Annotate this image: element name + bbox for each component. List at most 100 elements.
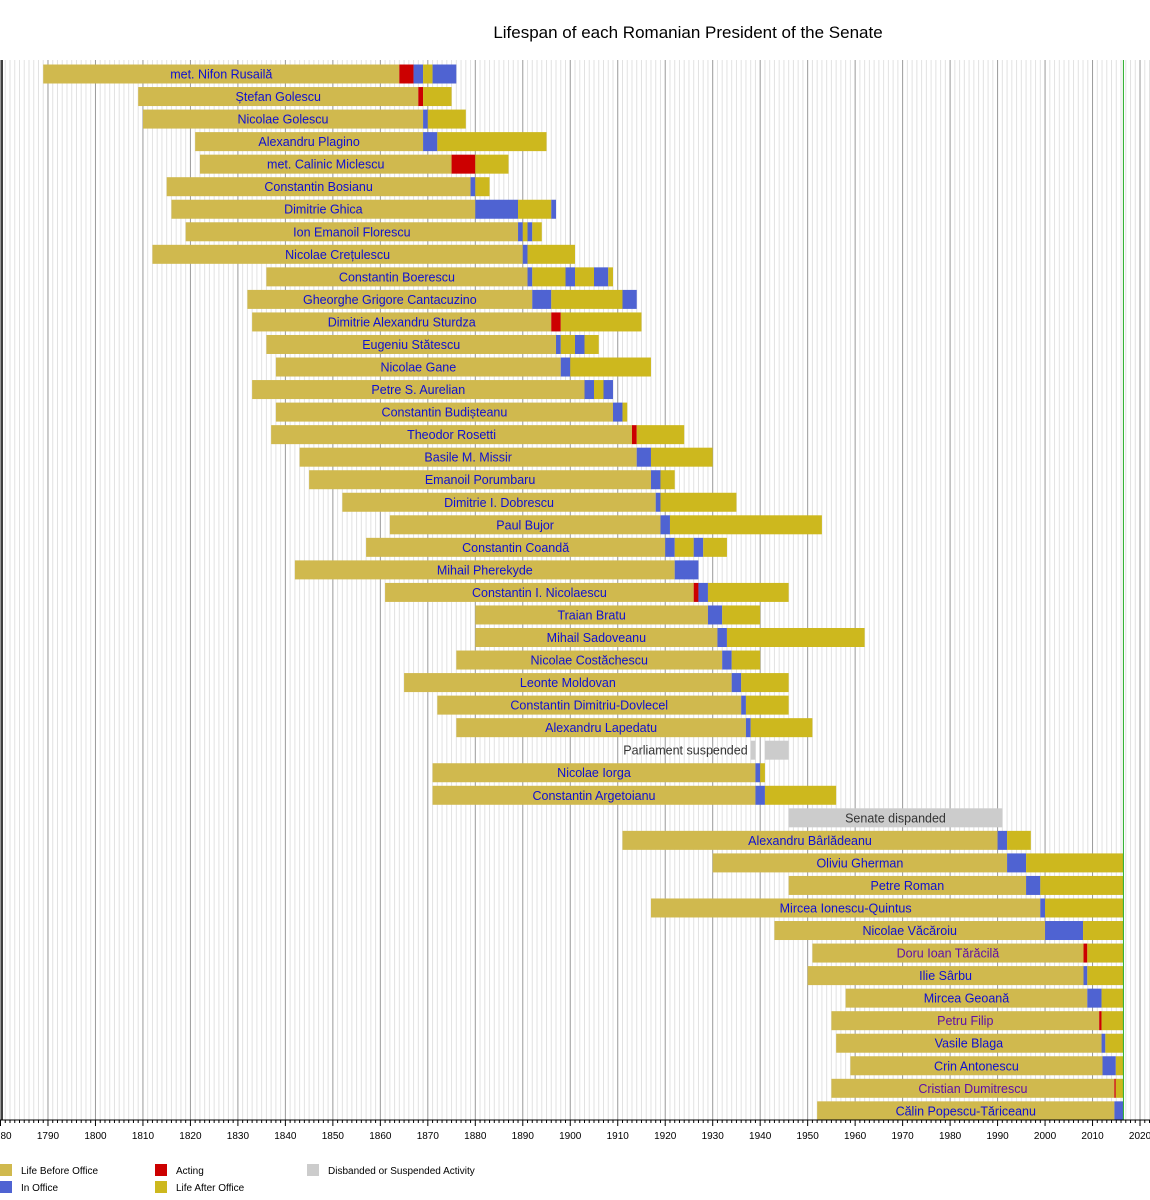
before-segment (271, 425, 632, 445)
before-segment (266, 334, 557, 354)
president-row: Mihail Pherekyde (294, 560, 699, 580)
after-segment (1007, 830, 1031, 850)
president-name[interactable]: Doru Ioan Tărăcilă (897, 947, 1000, 961)
president-name[interactable]: Mihail Pherekyde (437, 563, 533, 577)
president-name[interactable]: Dimitrie Ghica (284, 203, 363, 217)
president-name[interactable]: Dimitrie I. Dobrescu (444, 496, 554, 510)
president-row: Dimitrie Alexandru Sturdza (252, 312, 642, 332)
president-name[interactable]: Nicolae Crețulescu (285, 248, 390, 262)
president-name[interactable]: met. Nifon Rusailă (170, 68, 272, 82)
president-row: Constantin Boerescu (266, 267, 613, 287)
in-segment (522, 244, 528, 264)
president-row: Dimitrie I. Dobrescu (342, 492, 737, 512)
president-name[interactable]: Mircea Ionescu-Quintus (780, 901, 912, 915)
in-segment (470, 177, 476, 197)
legend-label: Life After Office (176, 1183, 245, 1194)
tick-label: 1920 (654, 1131, 677, 1142)
president-name[interactable]: Petru Filip (937, 1014, 993, 1028)
in-segment (1114, 1101, 1124, 1121)
tick-label: 1840 (274, 1131, 297, 1142)
tick-label: 1870 (417, 1131, 440, 1142)
president-name[interactable]: Constantin I. Nicolaescu (472, 586, 607, 600)
president-name[interactable]: Constantin Coandă (462, 541, 569, 555)
president-name[interactable]: Nicolae Costăchescu (531, 654, 648, 668)
president-name[interactable]: Paul Bujor (496, 518, 554, 532)
president-name[interactable]: Nicolae Golescu (237, 113, 328, 127)
president-name[interactable]: Cristian Dumitrescu (918, 1082, 1027, 1096)
in-segment (622, 289, 637, 309)
before-segment (817, 1101, 1115, 1121)
president-name[interactable]: Traian Bratu (557, 608, 625, 622)
president-name[interactable]: Călin Popescu-Tăriceanu (896, 1104, 1036, 1118)
before-segment (850, 1056, 1103, 1076)
president-name[interactable]: Gheorghe Grigore Cantacuzino (303, 293, 477, 307)
chart-title: Lifespan of each Romanian President of t… (493, 23, 882, 42)
president-name[interactable]: Constantin Budișteanu (382, 406, 508, 420)
president-name[interactable]: Petre S. Aurelian (371, 383, 465, 397)
president-name[interactable]: Oliviu Gherman (816, 856, 903, 870)
president-name[interactable]: Emanoil Porumbaru (425, 473, 536, 487)
president-name[interactable]: Nicolae Gane (380, 361, 456, 375)
president-name[interactable]: Basile M. Missir (424, 451, 512, 465)
president-name[interactable]: Constantin Boerescu (339, 270, 455, 284)
tick-label: 1910 (607, 1131, 630, 1142)
president-name[interactable]: Vasile Blaga (935, 1037, 1004, 1051)
president-name[interactable]: Mihail Sadoveanu (547, 631, 646, 645)
president-name[interactable]: Alexandru Bârlădeanu (748, 834, 872, 848)
president-row: Oliviu Gherman (712, 853, 1124, 873)
president-name[interactable]: Alexandru Lapedatu (545, 721, 657, 735)
president-row: met. Nifon Rusailă (43, 64, 457, 84)
president-name[interactable]: Constantin Argetoianu (532, 789, 655, 803)
tick-label: 2020 (1129, 1131, 1150, 1142)
after-segment (660, 492, 737, 512)
tick-label: 1860 (369, 1131, 392, 1142)
president-name[interactable]: Mircea Geoană (924, 992, 1010, 1006)
president-name[interactable]: Ion Emanoil Florescu (293, 225, 410, 239)
tick-label: 1970 (891, 1131, 914, 1142)
after-segment (750, 718, 813, 738)
before-segment (807, 966, 1084, 986)
after-segment (674, 537, 694, 557)
in-segment (655, 492, 661, 512)
gap-segment (788, 808, 1003, 828)
president-name[interactable]: Dimitrie Alexandru Sturdza (328, 315, 476, 329)
legend-label: Acting (176, 1166, 204, 1177)
after-segment (722, 605, 761, 625)
president-name[interactable]: Eugeniu Stătescu (362, 338, 460, 352)
tick-label: 1930 (702, 1131, 725, 1142)
president-name[interactable]: Ștefan Golescu (236, 90, 322, 104)
legend-label: In Office (21, 1183, 58, 1194)
before-segment (266, 267, 528, 287)
in-segment (755, 785, 765, 805)
president-row: Cristian Dumitrescu (831, 1078, 1124, 1098)
acting-segment (631, 425, 637, 445)
after-segment (1105, 1033, 1124, 1053)
before-segment (275, 402, 613, 422)
president-row: Dimitrie Ghica (171, 199, 557, 219)
president-name[interactable]: Petre Roman (871, 879, 945, 893)
president-name[interactable]: Crin Antonescu (934, 1059, 1019, 1073)
before-segment (299, 447, 637, 467)
president-name[interactable]: Nicolae Văcăroiu (862, 924, 957, 938)
president-name[interactable]: Ilie Sârbu (919, 969, 972, 983)
president-name[interactable]: Theodor Rosetti (407, 428, 496, 442)
tick-label: 1810 (132, 1131, 155, 1142)
president-name[interactable]: Constantin Bosianu (264, 180, 372, 194)
in-segment (1040, 898, 1046, 918)
president-name[interactable]: Alexandru Plagino (258, 135, 360, 149)
president-row: Nicolae Gane (275, 357, 651, 377)
president-name[interactable]: met. Calinic Miclescu (267, 158, 384, 172)
after-segment (703, 537, 727, 557)
after-segment (622, 402, 628, 422)
before-segment (247, 289, 533, 309)
president-row: Călin Popescu-Tăriceanu (817, 1101, 1124, 1121)
before-segment (788, 875, 1027, 895)
president-name[interactable]: Constantin Dimitriu-Dovlecel (510, 699, 668, 713)
tick-label: 1820 (179, 1131, 202, 1142)
tick-label: 1890 (512, 1131, 535, 1142)
before-segment (432, 763, 756, 783)
before-segment (836, 1033, 1102, 1053)
president-name[interactable]: Nicolae Iorga (557, 766, 631, 780)
before-segment (309, 470, 651, 490)
president-name[interactable]: Leonte Moldovan (520, 676, 616, 690)
